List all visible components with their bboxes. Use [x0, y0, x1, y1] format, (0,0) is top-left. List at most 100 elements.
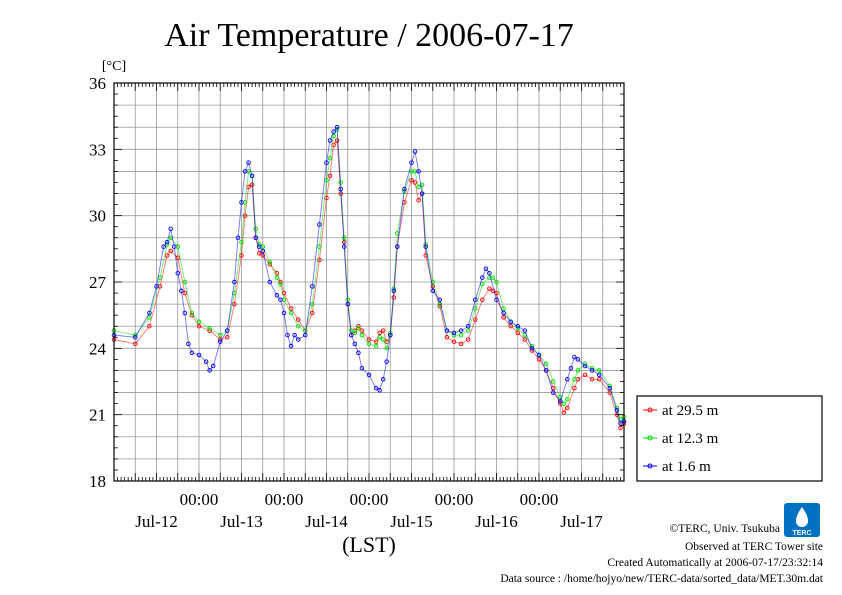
data-point — [334, 138, 340, 143]
data-point — [543, 368, 549, 373]
data-point — [310, 301, 315, 307]
data-point — [203, 359, 209, 364]
data-point — [168, 226, 173, 232]
x-tick-time-label: 00:00 — [265, 490, 304, 509]
data-point — [380, 328, 386, 333]
data-point — [490, 275, 496, 280]
data-point — [430, 288, 436, 294]
data-point — [437, 301, 443, 307]
data-point — [508, 323, 513, 329]
data-point — [465, 337, 471, 342]
legend-swatch-marker — [647, 435, 653, 441]
data-point — [423, 244, 428, 249]
data-point — [324, 160, 329, 165]
data-point — [391, 288, 397, 294]
data-point — [175, 270, 181, 276]
data-point — [225, 335, 230, 340]
data-point — [168, 248, 173, 254]
data-point — [303, 332, 308, 338]
data-point — [189, 310, 195, 316]
x-tick-date-label: Jul-12 — [135, 512, 178, 531]
data-point — [327, 138, 333, 143]
x-tick-date-label: Jul-13 — [220, 512, 263, 531]
data-point — [465, 328, 471, 333]
data-point — [451, 339, 457, 344]
data-point — [341, 244, 347, 249]
data-point — [285, 332, 290, 338]
data-point — [292, 332, 297, 338]
data-point — [377, 330, 382, 336]
data-point — [409, 160, 414, 165]
data-point — [395, 244, 400, 249]
data-point — [246, 160, 251, 165]
data-point — [494, 279, 499, 285]
data-point — [419, 191, 425, 196]
data-point — [501, 310, 506, 316]
legend-entries: at 29.5 m at 12.3 m at 1.6 m — [643, 403, 719, 475]
data-point — [359, 328, 365, 333]
data-point — [596, 377, 602, 382]
data-point — [458, 332, 464, 338]
data-point — [310, 310, 315, 316]
data-point — [458, 328, 464, 333]
terc-logo-drop-icon — [796, 507, 808, 527]
data-point — [568, 365, 574, 371]
data-point — [501, 306, 506, 311]
data-point — [377, 388, 382, 393]
data-point — [366, 337, 372, 342]
y-tick-labels: 18 21 24 27 30 33 36 — [89, 74, 107, 491]
data-point — [366, 372, 372, 378]
data-point — [607, 385, 613, 391]
data-point — [154, 284, 159, 289]
data-point — [501, 315, 506, 320]
data-point — [327, 155, 333, 161]
data-point — [352, 341, 358, 347]
data-point — [327, 173, 333, 179]
data-point — [444, 328, 450, 333]
data-point — [338, 186, 343, 192]
data-point — [218, 332, 223, 338]
data-point — [317, 222, 322, 227]
x-tick-time-label: 00:00 — [520, 490, 559, 509]
data-point — [373, 343, 379, 349]
data-point — [480, 275, 485, 280]
data-point — [550, 379, 556, 384]
data-point — [536, 352, 542, 358]
data-point — [483, 266, 489, 271]
data-point — [310, 284, 315, 289]
data-point — [373, 385, 379, 391]
data-point — [182, 290, 188, 296]
data-point — [402, 186, 407, 192]
data-point — [480, 297, 485, 302]
data-point — [529, 346, 535, 351]
data-point — [317, 244, 322, 249]
data-point — [473, 317, 478, 322]
data-point — [225, 328, 230, 333]
data-point — [210, 363, 216, 369]
data-point — [561, 401, 567, 406]
data-point — [380, 377, 386, 382]
data-point — [494, 297, 499, 302]
data-point — [274, 275, 280, 280]
data-point — [182, 310, 188, 316]
data-point — [366, 341, 372, 347]
data-point — [388, 332, 393, 338]
data-point — [242, 213, 248, 218]
data-point — [515, 330, 521, 336]
data-point — [490, 288, 496, 294]
data-point — [232, 279, 237, 285]
y-axis-unit-label: [°C] — [102, 59, 126, 74]
x-tick-time-label: 00:00 — [435, 490, 474, 509]
data-point — [207, 326, 212, 331]
data-point — [377, 335, 382, 340]
tick-layer — [114, 83, 624, 481]
data-point — [359, 365, 365, 371]
credit-source: Data source : /home/hojyo/new/TERC-data/… — [500, 573, 823, 585]
data-point — [242, 169, 248, 174]
data-point — [614, 407, 620, 413]
data-point — [550, 390, 556, 395]
data-point — [437, 297, 443, 302]
data-point — [522, 328, 528, 333]
data-point — [416, 197, 421, 203]
data-point — [356, 326, 361, 331]
